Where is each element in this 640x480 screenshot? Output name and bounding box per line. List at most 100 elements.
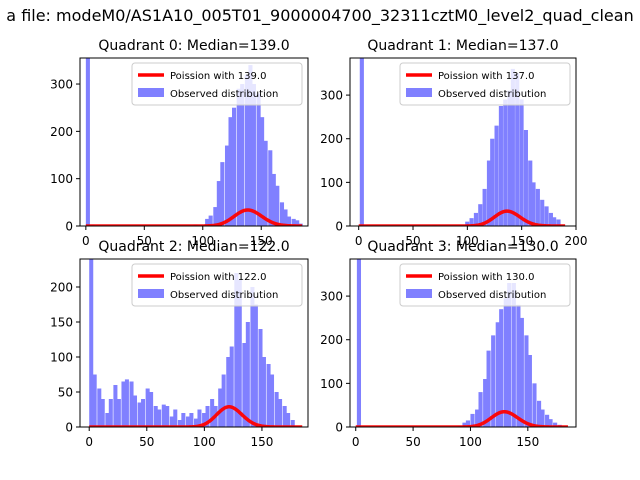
- histogram-bar: [245, 322, 250, 427]
- histogram-bar: [491, 335, 496, 427]
- histogram-bar: [535, 188, 540, 226]
- histogram-bar: [274, 392, 279, 427]
- histogram-bar: [507, 90, 512, 226]
- histogram-bar: [486, 160, 492, 226]
- histogram-bar: [548, 419, 553, 427]
- histogram-bar: [503, 298, 508, 427]
- histogram-bar: [462, 422, 467, 427]
- legend-box: [131, 62, 303, 106]
- histogram-bar: [218, 388, 223, 427]
- y-tick-label: 150: [50, 316, 73, 330]
- poisson-curve: [85, 208, 303, 226]
- histogram-bar: [473, 212, 478, 226]
- histogram-bar: [536, 400, 542, 427]
- histogram-bar: [263, 140, 268, 226]
- histogram-bar: [548, 212, 553, 226]
- histogram-bar: [286, 216, 292, 226]
- y-tick-label: 300: [50, 78, 73, 92]
- histogram-bar: [498, 106, 503, 226]
- histogram-bar: [121, 381, 126, 427]
- histogram-bar: [465, 420, 470, 427]
- histogram-bar: [202, 413, 207, 427]
- histogram-bar: [356, 259, 362, 427]
- axes-frame: [79, 57, 309, 227]
- subplot-title: Quadrant 1: Median=137.0: [367, 38, 558, 54]
- histogram-bar: [113, 385, 118, 427]
- y-tick-label: 100: [50, 351, 73, 365]
- histogram-bar: [157, 409, 162, 427]
- histogram-bar: [141, 399, 146, 427]
- histogram-bar: [507, 283, 512, 427]
- axes-frame: [79, 258, 309, 428]
- plot-area: [88, 259, 303, 427]
- histogram-bar: [482, 188, 487, 226]
- histogram-bar: [216, 181, 221, 226]
- figure-title: a file: modeM0/AS1A10_005T01_9000004700_…: [6, 6, 633, 26]
- histogram-bar: [519, 99, 524, 226]
- histogram-bar: [108, 399, 113, 427]
- histogram-bar: [251, 84, 256, 226]
- histogram-bar: [210, 399, 215, 427]
- histogram-bar: [503, 99, 508, 226]
- histogram-bar: [229, 346, 234, 427]
- histogram-bar: [470, 413, 475, 427]
- y-tick-label: 0: [65, 421, 73, 435]
- histogram-bar: [511, 283, 516, 427]
- quadrant-3-plot: 0 50 100 150 0 100 200 300 Quadrant 3: Median=13…: [320, 239, 577, 449]
- y-tick-label: 100: [320, 377, 343, 391]
- legend-bar-swatch: [138, 289, 164, 298]
- histogram-bar: [208, 215, 213, 226]
- histogram-bar: [266, 364, 271, 427]
- legend: Poission with 137.0 Observed distribution: [399, 62, 571, 106]
- histogram-bar: [483, 379, 488, 427]
- histogram-bar: [248, 65, 253, 226]
- histogram-bar: [279, 202, 285, 226]
- histogram-bar: [283, 209, 288, 226]
- histogram-bar: [244, 74, 249, 226]
- axes-frame: [349, 258, 577, 428]
- legend-label-observed: Observed distribution: [170, 89, 278, 100]
- histogram-bar: [226, 357, 231, 427]
- histogram-bar: [205, 406, 210, 427]
- histogram-bar: [516, 304, 521, 427]
- histogram-bar: [290, 420, 295, 427]
- legend-bar-swatch: [406, 88, 432, 97]
- histogram-bar: [220, 162, 225, 226]
- legend-label-observed: Observed distribution: [170, 290, 278, 301]
- histogram-bar: [540, 409, 545, 427]
- legend-bar-swatch: [406, 289, 432, 298]
- histogram-bar: [528, 160, 533, 226]
- histogram-bar: [124, 379, 129, 427]
- histogram-bar: [515, 73, 520, 226]
- y-tick-label: 200: [320, 132, 343, 146]
- legend: Poission with 130.0 Observed distribution: [399, 263, 571, 307]
- histogram-bar: [173, 409, 178, 427]
- histogram-bar: [240, 84, 245, 226]
- histogram-bar: [213, 207, 218, 226]
- histogram-bar: [282, 406, 287, 427]
- histogram-bar: [185, 416, 190, 427]
- legend-label-poisson: Poission with 122.0: [170, 272, 266, 283]
- histogram-bar: [359, 58, 364, 226]
- histogram-bar: [531, 182, 536, 226]
- histogram-bar: [153, 406, 158, 427]
- histogram-bar: [145, 388, 150, 427]
- histogram-bar: [268, 150, 273, 226]
- y-tick-label: 100: [320, 176, 343, 190]
- x-tick-label: 100: [456, 234, 479, 248]
- y-tick-label: 0: [335, 421, 343, 435]
- x-tick-label: 0: [82, 234, 90, 248]
- histogram-bar: [556, 219, 561, 226]
- plot-area: [85, 58, 303, 226]
- histogram-bar: [260, 117, 265, 226]
- plot-area: [355, 259, 569, 427]
- histogram-bar: [89, 259, 94, 427]
- histogram-bar: [494, 125, 499, 226]
- histogram-bar: [490, 138, 495, 226]
- y-tick-label: 300: [320, 290, 343, 304]
- histogram-bar: [85, 58, 90, 226]
- histogram-bar: [495, 322, 500, 427]
- histogram-bar: [540, 199, 545, 226]
- x-tick-label: 50: [405, 435, 420, 449]
- histogram-bar: [161, 404, 166, 427]
